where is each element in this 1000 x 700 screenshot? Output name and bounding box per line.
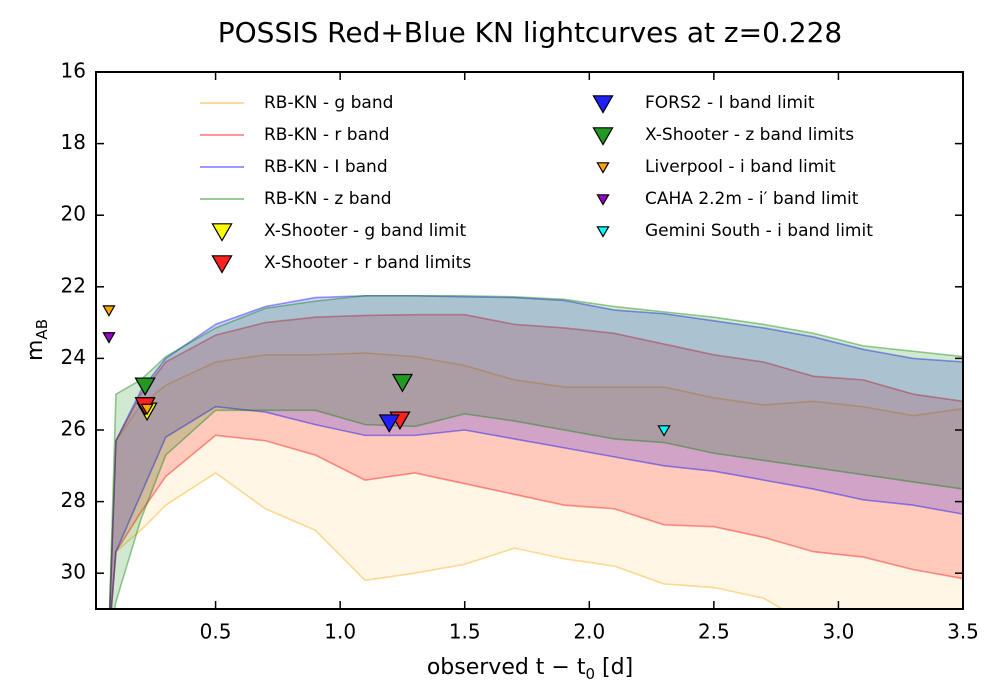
chart-title: POSSIS Red+Blue KN lightcurves at z=0.22… <box>218 16 842 49</box>
y-tick-label: 22 <box>61 273 86 297</box>
x-tick-label: 3.5 <box>947 620 979 644</box>
limit-marker <box>657 425 671 437</box>
band-line <box>108 313 963 609</box>
legend-label: CAHA 2.2m - i′ band limit <box>645 189 859 209</box>
legend-label: RB-KN - g band <box>264 93 393 113</box>
band-fill <box>109 314 963 609</box>
x-label-text: observed t − t <box>427 655 586 680</box>
legend-label: RB-KN - r band <box>264 125 390 145</box>
legend-label: FORS2 - I band limit <box>645 93 815 113</box>
legend-swatch <box>592 127 614 146</box>
y-tick-label: 20 <box>61 202 86 226</box>
legend-label: RB-KN - z band <box>264 189 392 209</box>
legend-swatch <box>592 95 614 114</box>
y-label-sub: AB <box>33 319 51 340</box>
band-fill <box>109 353 963 609</box>
x-axis-label: observed t − t0 [d] <box>427 655 633 683</box>
axes-frame <box>95 71 964 610</box>
y-axis-label: mAB <box>23 319 51 361</box>
y-tick-label: 16 <box>61 59 86 83</box>
y-tick-label: 18 <box>61 130 86 154</box>
x-tick-label: 1.0 <box>324 620 356 644</box>
y-tick-label: 28 <box>61 488 86 512</box>
x-tick-label: 0.5 <box>200 620 232 644</box>
x-tick-label: 2.5 <box>698 620 730 644</box>
band-line <box>108 352 963 609</box>
x-tick-label: 2.0 <box>573 620 605 644</box>
y-label-text: m <box>23 340 48 361</box>
y-tick-label: 30 <box>61 560 86 584</box>
x-label-rest: [d] <box>595 655 633 680</box>
legend-label: RB-KN - I band <box>264 157 388 177</box>
legend-label: X-Shooter - r band limits <box>264 253 471 273</box>
plot-area <box>108 294 963 609</box>
band-line <box>110 405 963 609</box>
limit-marker <box>102 305 116 317</box>
limit-marker <box>102 332 116 344</box>
legend-swatch <box>211 255 233 274</box>
limit-marker <box>378 414 400 433</box>
legend-label: Gemini South - i band limit <box>645 221 873 241</box>
band-line <box>110 471 784 609</box>
legend-label: Liverpool - i band limit <box>645 157 836 177</box>
band-line <box>113 409 963 609</box>
band-fill <box>109 295 963 609</box>
band-line <box>110 434 963 609</box>
y-tick-label: 26 <box>61 417 86 441</box>
band-line <box>108 294 963 609</box>
limit-marker <box>391 373 414 393</box>
legend-swatch <box>596 162 610 174</box>
x-tick-label: 3.0 <box>823 620 855 644</box>
x-label-sub: 0 <box>585 665 595 683</box>
limit-marker <box>134 377 156 397</box>
legend-label: X-Shooter - g band limit <box>264 221 466 241</box>
legend-swatch <box>596 226 610 238</box>
band-line <box>108 294 963 609</box>
limit-marker <box>140 403 154 416</box>
legend-swatch <box>211 223 233 242</box>
band-fill <box>109 295 963 609</box>
y-tick-label: 24 <box>61 345 86 369</box>
legend-swatch <box>596 194 610 206</box>
legend-label: X-Shooter - z band limits <box>645 125 854 145</box>
x-tick-label: 1.5 <box>449 620 481 644</box>
